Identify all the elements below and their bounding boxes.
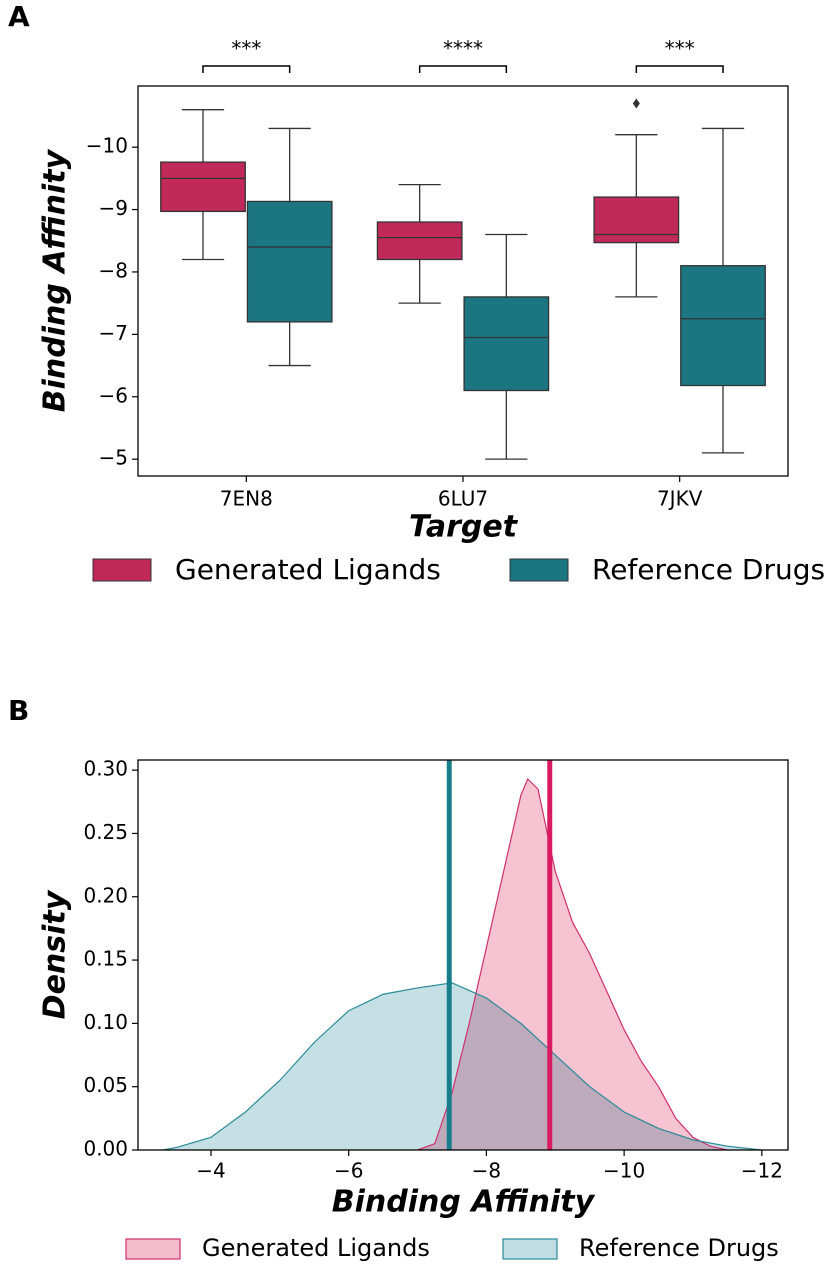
y-tick-label: −8 (99, 258, 128, 282)
y-tick-label: 0.30 (83, 757, 128, 781)
y-tick-label: 0.25 (83, 820, 128, 844)
y-tick-label: 0.00 (83, 1137, 128, 1161)
legend-swatch (502, 1238, 558, 1260)
y-tick-label: −7 (99, 321, 128, 345)
y-axis-title: Binding Affinity (38, 148, 73, 412)
x-tick-label: −6 (334, 1159, 363, 1183)
x-axis-title: Target (409, 510, 519, 545)
panel-label: B (8, 694, 29, 727)
significance-bracket (202, 65, 291, 73)
y-tick-label: −10 (86, 134, 128, 158)
y-tick-label: 0.15 (83, 947, 128, 971)
x-tick-label: 7JKV (657, 487, 703, 511)
box (246, 200, 333, 323)
density-line (417, 777, 728, 1151)
legend-label: Generated Ligands (202, 1234, 430, 1262)
significance-label: **** (443, 37, 483, 61)
legend-label: Reference Drugs (592, 553, 825, 586)
legend-swatch (125, 1238, 181, 1260)
density-area (162, 982, 762, 1150)
panel-label: A (8, 0, 30, 33)
significance-label: *** (231, 37, 261, 61)
density-line (162, 982, 762, 1151)
plot-frame (137, 85, 789, 477)
box (160, 161, 246, 213)
y-tick-label: 0.20 (83, 883, 128, 907)
box (376, 221, 463, 261)
box (463, 296, 550, 392)
y-tick-label: 0.10 (83, 1010, 128, 1034)
x-tick-label: 7EN8 (220, 487, 273, 511)
legend-swatch (509, 558, 569, 582)
x-tick-label: 6LU7 (438, 487, 488, 511)
box (680, 265, 766, 387)
y-tick-label: −5 (99, 446, 128, 470)
y-axis-title: Density (38, 889, 73, 1019)
significance-bracket (418, 65, 508, 73)
x-tick-label: −4 (196, 1159, 225, 1183)
outlier (632, 98, 640, 109)
y-tick-label: −9 (99, 196, 128, 220)
legend-swatch (92, 558, 152, 582)
x-tick-label: −10 (603, 1159, 645, 1183)
legend-label: Generated Ligands (175, 553, 441, 586)
y-tick-label: 0.05 (83, 1073, 128, 1097)
x-tick-label: −8 (472, 1159, 501, 1183)
plot-frame (137, 759, 789, 1151)
x-tick-label: −12 (741, 1159, 783, 1183)
legend-label: Reference Drugs (579, 1234, 779, 1262)
box (593, 196, 680, 244)
significance-bracket (635, 65, 724, 73)
x-axis-title: Binding Affinity (332, 1185, 596, 1220)
significance-label: *** (665, 37, 695, 61)
y-tick-label: −6 (99, 383, 128, 407)
